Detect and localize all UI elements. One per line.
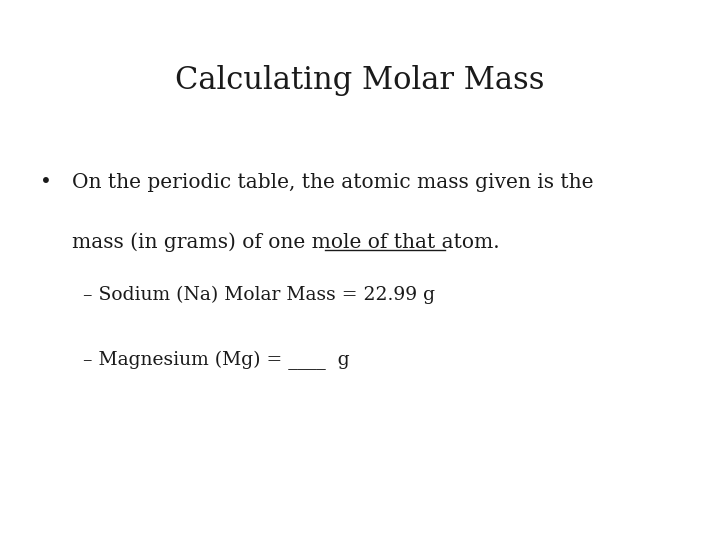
Text: mass (in grams) of one mole of that atom.: mass (in grams) of one mole of that atom…	[72, 232, 500, 252]
Text: – Sodium (Na) Molar Mass = 22.99 g: – Sodium (Na) Molar Mass = 22.99 g	[83, 286, 435, 305]
Text: Calculating Molar Mass: Calculating Molar Mass	[175, 65, 545, 96]
Text: mass (in grams) of one mole: mass (in grams) of one mole	[72, 232, 361, 252]
Text: •: •	[40, 173, 51, 192]
Text: mass (in grams) of: mass (in grams) of	[72, 232, 269, 252]
Text: – Magnesium (Mg) = ____  g: – Magnesium (Mg) = ____ g	[83, 351, 349, 370]
Text: On the periodic table, the atomic mass given is the: On the periodic table, the atomic mass g…	[72, 173, 593, 192]
